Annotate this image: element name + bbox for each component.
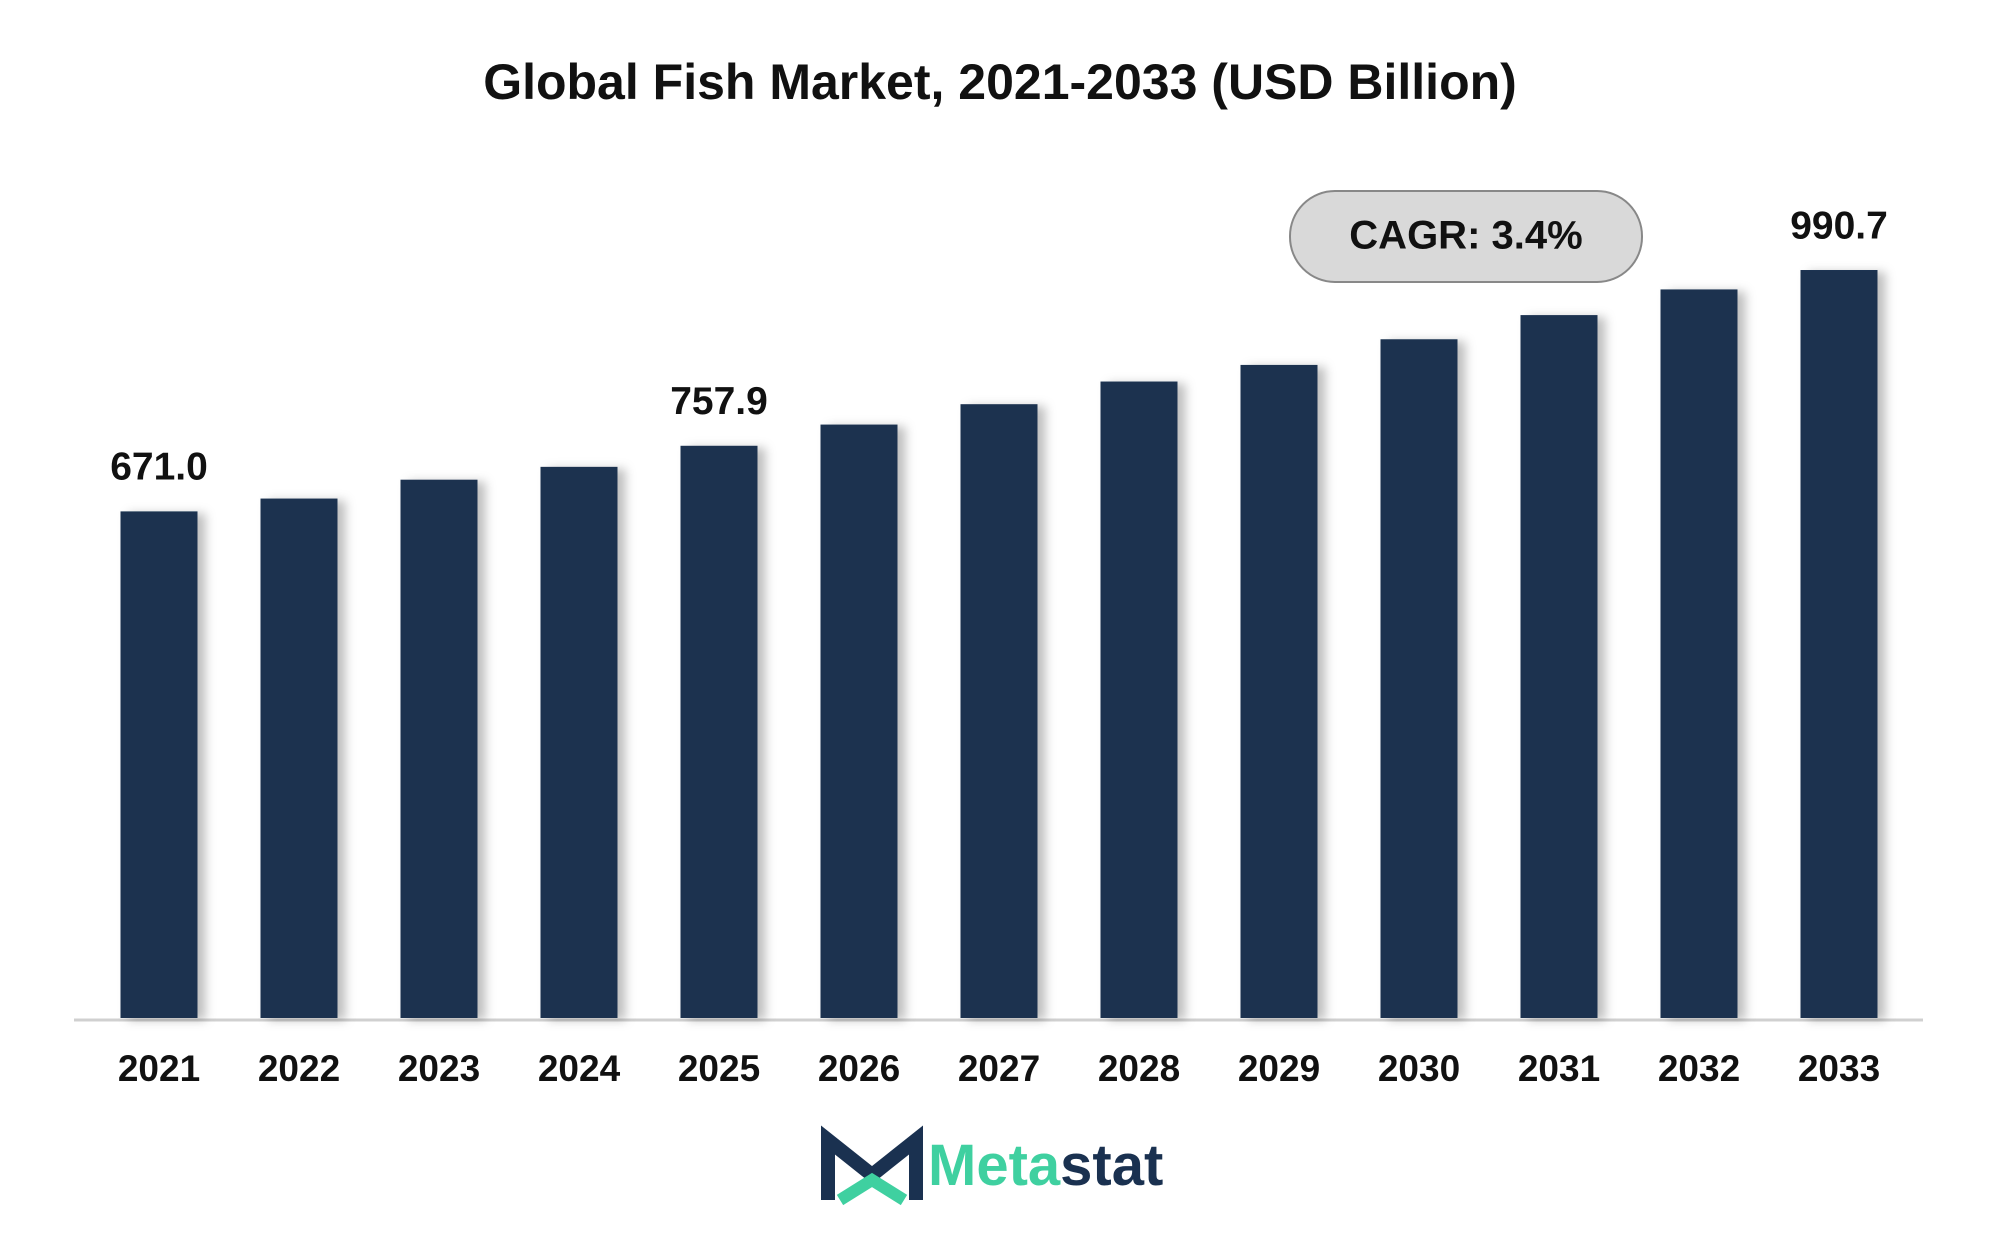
- logo-rest: stat: [1060, 1133, 1163, 1198]
- data-label: 757.9: [670, 380, 768, 423]
- x-tick-label: 2033: [1798, 1048, 1880, 1089]
- bar: [1520, 315, 1598, 1019]
- x-tick-label: 2025: [678, 1048, 760, 1089]
- bar: [540, 466, 618, 1019]
- data-label: 671.0: [110, 446, 208, 489]
- bar: [1380, 339, 1458, 1018]
- annotation-box: [1289, 190, 1643, 283]
- bar: [680, 445, 758, 1018]
- annotation: CAGR: 3.4%: [1349, 214, 1582, 258]
- x-tick-label: 2028: [1098, 1048, 1180, 1089]
- x-tick-label: 2022: [258, 1048, 340, 1089]
- bar: [1660, 289, 1738, 1018]
- bar: [120, 511, 198, 1018]
- bar: [400, 479, 478, 1018]
- logo: Metastat: [821, 1125, 1163, 1206]
- x-tick-label: 2023: [398, 1048, 480, 1089]
- x-tick-label: 2021: [118, 1048, 200, 1089]
- x-tick-label: 2024: [538, 1048, 621, 1089]
- bar: [1240, 364, 1318, 1018]
- logo-highlight: Meta: [928, 1133, 1061, 1198]
- bar: [820, 424, 898, 1018]
- bar: [260, 498, 338, 1018]
- data-label: 990.7: [1790, 204, 1888, 247]
- x-tick-label: 2031: [1518, 1048, 1600, 1089]
- logo-icon: [821, 1125, 923, 1200]
- bar: [960, 404, 1038, 1018]
- bar: [1800, 270, 1878, 1019]
- bar: [1100, 381, 1178, 1018]
- x-tick-label: 2030: [1378, 1048, 1460, 1089]
- x-tick-label: 2032: [1658, 1048, 1740, 1089]
- logo-text: Metastat: [928, 1133, 1163, 1198]
- logo-icon-accent: [836, 1172, 908, 1206]
- x-tick-label: 2029: [1238, 1048, 1320, 1089]
- chart-title: Global Fish Market, 2021-2033 (USD Billi…: [483, 54, 1517, 110]
- x-tick-label: 2027: [958, 1048, 1040, 1089]
- x-tick-label: 2026: [818, 1048, 900, 1089]
